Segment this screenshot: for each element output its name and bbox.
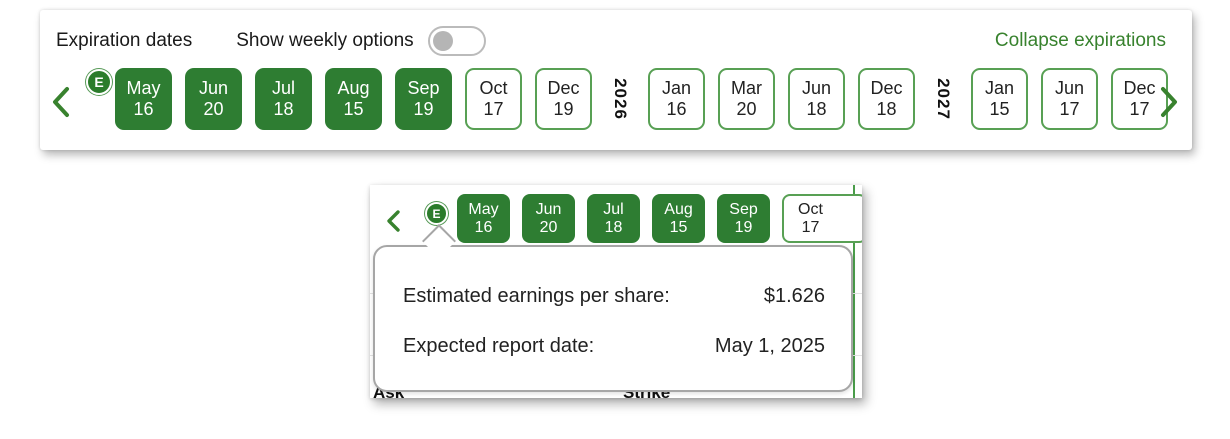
chip-month: Oct [479, 78, 508, 98]
mini-expiration-chips-row: May 16 Jun 20 Jul 18 Aug 15 Sep 19 Oct 1… [457, 194, 862, 243]
chip-day: 17 [1129, 99, 1150, 119]
expiration-chip[interactable]: Jan 15 [971, 68, 1028, 130]
toggle-knob [432, 31, 453, 51]
earnings-badge-icon[interactable]: E [425, 202, 448, 225]
chevron-left-icon[interactable] [48, 85, 74, 119]
chip-day: 18 [806, 99, 827, 119]
year-text: 2027 [934, 78, 954, 120]
chip-month: Oct [798, 200, 823, 218]
tooltip-row: Expected report date: May 1, 2025 [403, 321, 825, 371]
chip-day: 17 [801, 218, 820, 236]
expiration-header-row: Expiration dates Show weekly options Col… [56, 26, 1166, 56]
expiration-chip[interactable]: Sep 19 [395, 68, 452, 130]
chip-day: 18 [604, 218, 623, 236]
chip-month: May [126, 78, 161, 98]
chip-day: 15 [343, 99, 364, 119]
expiration-chip[interactable]: Jun 17 [1041, 68, 1098, 130]
report-date-value: May 1, 2025 [714, 334, 825, 357]
year-divider: 2026 [605, 68, 635, 130]
expiration-chip[interactable]: May 16 [457, 194, 510, 243]
expiration-chip[interactable]: Oct 17 [782, 194, 862, 243]
chip-day: 17 [1059, 99, 1080, 119]
expiration-chip[interactable]: Aug 15 [652, 194, 705, 243]
chip-day: 20 [539, 218, 558, 236]
expiration-chip[interactable]: May 16 [115, 68, 172, 130]
weekly-options-label: Show weekly options [236, 30, 414, 51]
chip-day: 16 [666, 99, 687, 119]
expiration-chips-row: May 16 Jun 20 Jul 18 Aug 15 Sep 19 Oct 1… [115, 68, 1181, 130]
collapse-expirations-link[interactable]: Collapse expirations [994, 30, 1166, 51]
expiration-chip[interactable]: Aug 15 [325, 68, 382, 130]
expiration-chip[interactable]: Dec 17 [1111, 68, 1168, 130]
chip-month: Dec [870, 78, 903, 98]
expiration-dates-panel: Expiration dates Show weekly options Col… [40, 10, 1192, 150]
chip-month: Dec [1123, 78, 1156, 98]
earnings-badge-icon[interactable]: E [86, 69, 112, 95]
chip-month: Jul [271, 78, 295, 98]
chip-month: Jun [198, 78, 229, 98]
year-divider: 2027 [928, 68, 958, 130]
chip-month: Sep [407, 78, 440, 98]
panel-title: Expiration dates [56, 30, 193, 51]
chip-month: Aug [664, 200, 693, 218]
chip-day: 19 [553, 99, 574, 119]
year-text: 2026 [611, 78, 631, 120]
chip-day: 17 [483, 99, 504, 119]
chip-month: Jun [801, 78, 832, 98]
chip-day: 16 [133, 99, 154, 119]
chip-month: Mar [731, 78, 762, 98]
expiration-chip[interactable]: Jan 16 [648, 68, 705, 130]
chip-month: Jun [1054, 78, 1085, 98]
chip-day: 19 [413, 99, 434, 119]
chip-day: 18 [273, 99, 294, 119]
chip-day: 16 [474, 218, 493, 236]
chevron-right-icon[interactable] [1156, 85, 1182, 119]
expiration-chip[interactable]: Mar 20 [718, 68, 775, 130]
weekly-options-toggle[interactable] [427, 26, 486, 56]
expiration-chip[interactable]: Dec 18 [858, 68, 915, 130]
chip-month: Jan [661, 78, 692, 98]
report-date-label: Expected report date: [403, 334, 595, 357]
chip-month: Jan [984, 78, 1015, 98]
chip-day: 15 [989, 99, 1010, 119]
chip-day: 15 [669, 218, 688, 236]
earnings-tooltip-panel: E May 16 Jun 20 Jul 18 Aug 15 Sep 19 Oct… [370, 185, 862, 398]
earnings-tooltip: Estimated earnings per share: $1.626 Exp… [373, 245, 853, 392]
expiration-chip[interactable]: Jul 18 [587, 194, 640, 243]
chip-month: May [468, 200, 499, 218]
chip-day: 19 [734, 218, 753, 236]
chip-month: Jun [535, 200, 562, 218]
expiration-chip[interactable]: Jun 18 [788, 68, 845, 130]
expiration-chip[interactable]: Sep 19 [717, 194, 770, 243]
chip-month: Aug [337, 78, 370, 98]
expiration-chip[interactable]: Jun 20 [522, 194, 575, 243]
chip-month: Dec [547, 78, 580, 98]
expiration-chip[interactable]: Dec 19 [535, 68, 592, 130]
expiration-chip[interactable]: Oct 17 [465, 68, 522, 130]
tooltip-content: Estimated earnings per share: $1.626 Exp… [375, 247, 851, 371]
chip-day: 18 [876, 99, 897, 119]
expiration-chip[interactable]: Jun 20 [185, 68, 242, 130]
tooltip-row: Estimated earnings per share: $1.626 [403, 271, 825, 321]
chip-month: Jul [603, 200, 624, 218]
table-column-divider [853, 185, 855, 398]
earnings-per-share-value: $1.626 [763, 284, 825, 307]
chip-month: Sep [729, 200, 758, 218]
earnings-per-share-label: Estimated earnings per share: [403, 284, 670, 307]
chip-day: 20 [736, 99, 757, 119]
expiration-chip[interactable]: Jul 18 [255, 68, 312, 130]
chip-day: 20 [203, 99, 224, 119]
chevron-left-icon[interactable] [384, 209, 402, 233]
